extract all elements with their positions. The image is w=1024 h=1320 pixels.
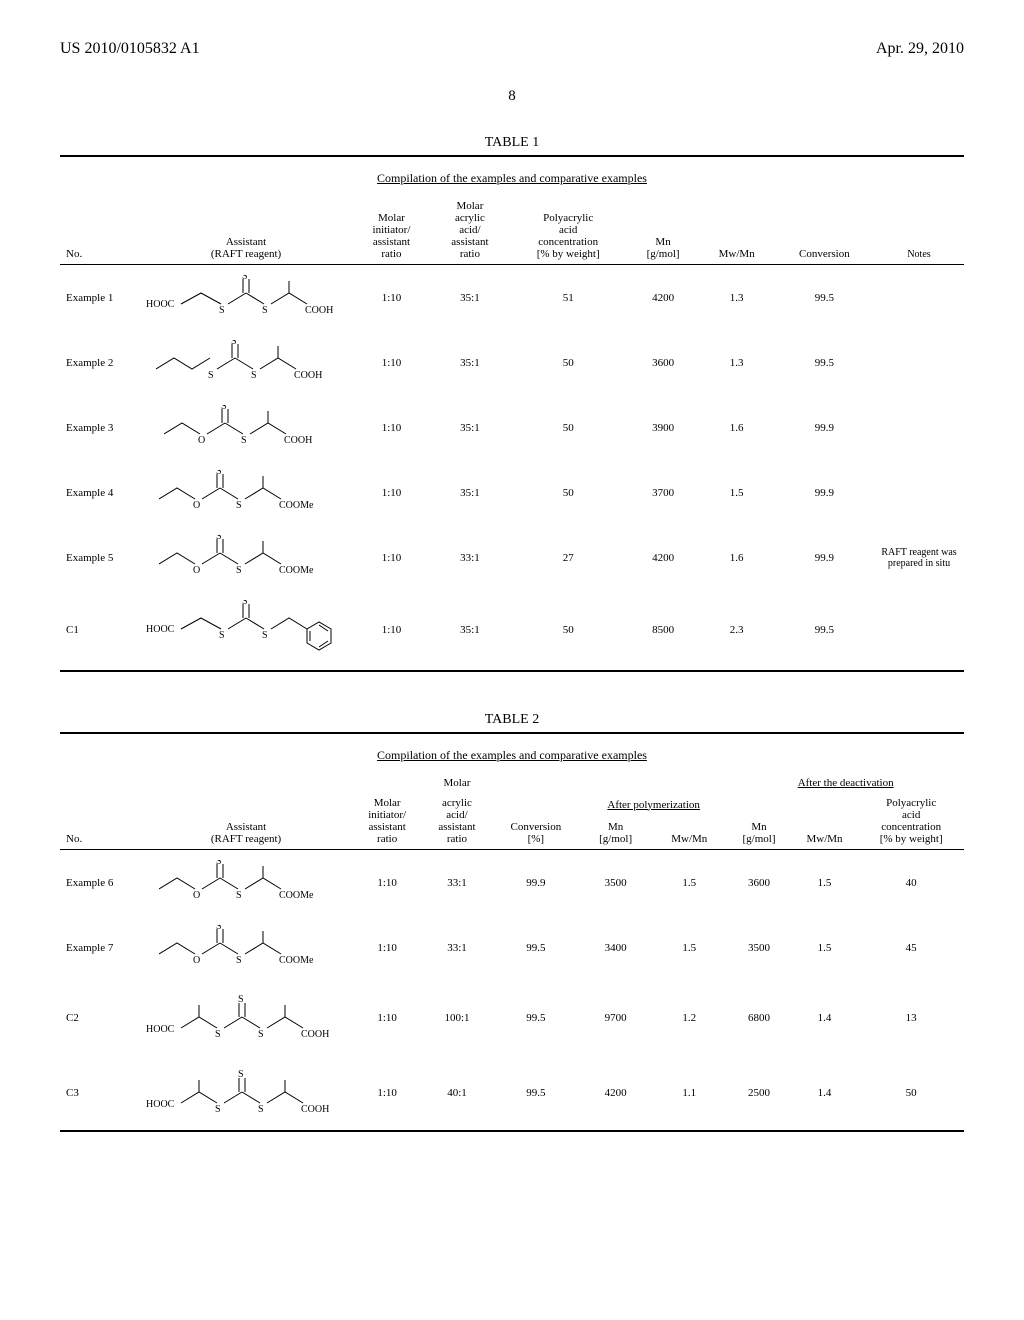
chem-structure-t2-1 bbox=[159, 860, 334, 905]
table1: Compilation of the examples and comparat… bbox=[60, 155, 964, 672]
chem-structure-2 bbox=[156, 340, 336, 385]
col2-polyacrylic: Polyacrylic acid concentration [% by wei… bbox=[858, 793, 964, 850]
col-notes: Notes bbox=[874, 196, 964, 265]
table1-row: C1 1:10 35:1 50 8500 2.3 99.5 bbox=[60, 590, 964, 671]
col2-mwmn1: Mw/Mn bbox=[651, 815, 727, 850]
col2-assistant: Assistant (RAFT reagent) bbox=[140, 773, 352, 850]
chem-structure-1 bbox=[146, 275, 346, 320]
col2-molar-acid: acrylic acid/ assistant ratio bbox=[422, 793, 491, 850]
table1-row: Example 5 1:10 33:1 27 4200 1.6 99.9 RAF… bbox=[60, 525, 964, 590]
col2-conversion: Conversion [%] bbox=[492, 793, 580, 850]
table2-row: Example 7 1:10 33:1 99.5 3400 1.5 3500 1… bbox=[60, 915, 964, 980]
col2-molar-init: Molar initiator/ assistant ratio bbox=[352, 793, 422, 850]
col2-no: No. bbox=[60, 773, 140, 850]
table2-row: C2 1:10 100:1 99.5 9700 1.2 6800 1.4 13 bbox=[60, 980, 964, 1055]
col-polyacrylic: Polyacrylic acid concentration [% by wei… bbox=[509, 196, 628, 265]
col-molar-acid: Molar acrylic acid/ assistant ratio bbox=[431, 196, 509, 265]
page-header: US 2010/0105832 A1 Apr. 29, 2010 bbox=[60, 40, 964, 58]
table1-row: Example 2 1:10 35:1 50 3600 1.3 99.5 bbox=[60, 330, 964, 395]
table1-caption: TABLE 1 bbox=[60, 135, 964, 151]
table1-row: Example 3 1:10 35:1 50 3900 1.6 99.9 bbox=[60, 395, 964, 460]
chem-structure-4 bbox=[159, 470, 334, 515]
table2: Compilation of the examples and comparat… bbox=[60, 732, 964, 1132]
group-molar: Molar bbox=[422, 773, 491, 793]
table1-subtitle: Compilation of the examples and comparat… bbox=[60, 161, 964, 196]
chem-structure-5 bbox=[146, 600, 346, 660]
patent-date: Apr. 29, 2010 bbox=[876, 40, 964, 58]
chem-structure-t2-4 bbox=[146, 1065, 346, 1120]
table2-row: C3 1:10 40:1 99.5 4200 1.1 2500 1.4 50 bbox=[60, 1055, 964, 1131]
chem-structure-3 bbox=[164, 405, 329, 450]
group-after-polym: After polymerization bbox=[580, 793, 727, 815]
page-number: 8 bbox=[60, 88, 964, 105]
col2-mwmn2: Mw/Mn bbox=[791, 793, 859, 850]
chem-structure-t2-2 bbox=[159, 925, 334, 970]
col-molar-init: Molar initiator/ assistant ratio bbox=[352, 196, 431, 265]
group-after-deact: After the deactivation bbox=[727, 773, 964, 793]
table2-subtitle: Compilation of the examples and comparat… bbox=[60, 738, 964, 773]
col2-mn2: Mn [g/mol] bbox=[727, 793, 790, 850]
col-assistant: Assistant (RAFT reagent) bbox=[140, 196, 352, 265]
patent-number: US 2010/0105832 A1 bbox=[60, 40, 200, 58]
chem-structure-t2-3 bbox=[146, 990, 346, 1045]
table1-row: Example 1 1:10 35:1 51 4200 1.3 99.5 bbox=[60, 265, 964, 330]
table1-row: Example 4 1:10 35:1 50 3700 1.5 99.9 bbox=[60, 460, 964, 525]
table2-row: Example 6 1:10 33:1 99.9 3500 1.5 3600 1… bbox=[60, 850, 964, 915]
chem-structure-4b bbox=[159, 535, 334, 580]
col2-mn1: Mn [g/mol] bbox=[580, 815, 651, 850]
col-mn: Mn [g/mol] bbox=[627, 196, 698, 265]
col-no: No. bbox=[60, 196, 140, 265]
table2-caption: TABLE 2 bbox=[60, 712, 964, 728]
col-mwmn: Mw/Mn bbox=[699, 196, 775, 265]
col-conversion: Conversion bbox=[775, 196, 874, 265]
